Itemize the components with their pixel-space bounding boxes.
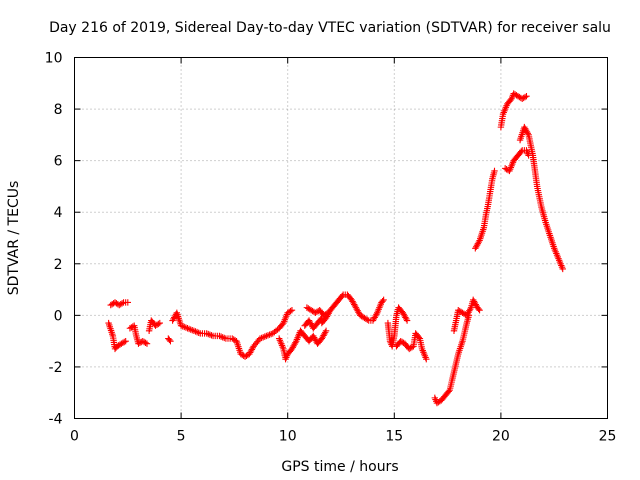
series-segment-17 — [516, 123, 566, 273]
series-segment-12 — [431, 312, 473, 407]
grid-lines — [74, 57, 608, 419]
x-tick-label: 5 — [177, 429, 186, 445]
series-segment-15 — [497, 90, 530, 131]
chart-title: Day 216 of 2019, Sidereal Day-to-day VTE… — [49, 20, 611, 36]
y-tick-label: 6 — [54, 154, 63, 170]
data-series — [105, 90, 566, 407]
y-tick-label: 0 — [54, 308, 63, 324]
x-tick-label: 0 — [70, 429, 79, 445]
series-segment-13 — [450, 296, 483, 335]
series-segment-4 — [165, 335, 174, 345]
series-segment-7 — [301, 314, 326, 332]
y-tick-label: -4 — [49, 412, 63, 428]
series-segment-11 — [393, 330, 430, 363]
x-tick-label: 15 — [385, 429, 403, 445]
series-segment-6 — [275, 327, 330, 363]
tick-labels: 0 5 10 15 20 25 -4 -2 0 2 4 6 8 10 — [45, 51, 617, 445]
plot-frame — [74, 57, 608, 419]
y-tick-label: 2 — [54, 257, 63, 273]
y-axis-label: SDTVAR / TECUs — [6, 181, 22, 296]
x-tick-label: 25 — [599, 429, 617, 445]
y-tick-label: 4 — [54, 205, 63, 221]
series-segment-0 — [105, 319, 129, 353]
series-segment-14 — [472, 167, 498, 252]
x-tick-label: 10 — [279, 429, 297, 445]
series-segment-16 — [501, 147, 532, 175]
series-segment-1 — [107, 299, 131, 309]
x-axis-label: GPS time / hours — [281, 459, 398, 475]
x-tick-label: 20 — [492, 429, 510, 445]
series-segment-2 — [126, 322, 151, 347]
y-tick-label: 8 — [54, 102, 63, 118]
series-segment-3 — [145, 317, 163, 335]
y-tick-label: -2 — [49, 360, 63, 376]
y-tick-label: 10 — [45, 51, 63, 67]
series-segment-5 — [169, 307, 296, 360]
series-segment-9 — [318, 291, 387, 327]
series-segment-10 — [384, 304, 411, 350]
